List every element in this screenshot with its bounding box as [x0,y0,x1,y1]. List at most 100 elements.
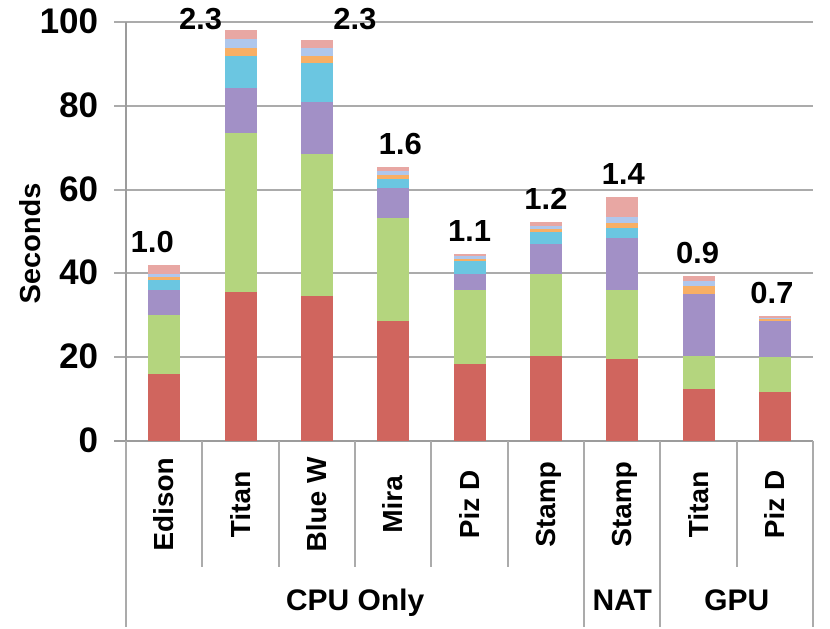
bar-segment-red [529,356,562,441]
group-label: NAT [592,584,652,617]
bar-value-label: 2.3 [333,1,377,36]
bar-segment-pink [529,222,562,226]
bar-segment-red [148,374,181,441]
bar-segment-purple [682,293,715,356]
x-axis-line [114,440,813,442]
category-label: Stamp [606,461,638,547]
bar-segment-periwinkle [148,273,181,277]
category-separator [277,441,280,567]
bar-segment-pink [300,39,333,48]
y-axis-tick-label: 0 [78,421,98,460]
category-separator [735,441,738,567]
bar-segment-green [300,154,333,297]
bar-segment-orange [377,174,410,180]
bar-segment-orange [453,258,486,262]
bar-segment-periwinkle [453,256,486,259]
bar-segment-periwinkle [300,47,333,56]
bar-segment-periwinkle [606,216,639,224]
bar-segment-pink [224,29,257,40]
bar-segment-green [224,133,257,293]
y-axis-tick-label: 40 [59,253,98,293]
category-separator [354,441,356,567]
category-separator [506,441,509,567]
bar-segment-green [377,218,410,321]
bar-value-label: 0.7 [750,275,794,311]
bar-value-label: 1.2 [524,181,568,217]
y-axis-tick-label: 100 [39,2,98,41]
bar-segment-red [300,296,333,441]
bar-segment-periwinkle [377,171,410,175]
bar-segment-pink [148,264,181,274]
bar-segment-cyan [453,261,486,274]
category-label: Titan [682,470,714,538]
group-separator [812,567,814,627]
category-label: Mira [377,475,409,533]
bar-value-label: 0.9 [675,235,720,271]
bar-value-label: 1.4 [601,155,645,191]
category-label: Piz D [453,469,485,539]
category-label: Blue W [300,456,332,552]
bar-segment-cyan [606,227,639,238]
bar-segment-orange [224,47,257,56]
bar-segment-pink [606,196,639,217]
bar-segment-purple [224,88,257,134]
bar-segment-red [682,389,715,441]
bar-segment-orange [529,228,562,233]
bar-segment-purple [758,320,791,357]
category-separator [430,441,433,567]
category-label: Edison [148,457,180,551]
bar-segment-purple [529,244,562,274]
bar-segment-periwinkle [529,225,562,229]
category-separator [201,441,204,567]
bar-segment-cyan [224,55,257,89]
group-label: GPU [704,584,770,617]
bar-segment-orange [682,285,715,294]
bar-segment-cyan [148,280,181,290]
bar-segment-red [758,391,791,441]
gridline [114,188,813,191]
bar-value-label: 1.6 [378,125,422,161]
bar-segment-pink [453,253,486,257]
category-separator [125,441,127,567]
bar-segment-green [529,273,562,357]
bar-segment-periwinkle [758,317,791,319]
y-axis-tick-label: 20 [59,337,98,377]
y-axis-tick-label: 80 [59,85,98,125]
bar-segment-red [453,363,486,441]
bar-segment-red [606,358,639,441]
bar-segment-periwinkle [224,39,257,48]
bar-segment-green [606,289,639,359]
bar-segment-red [377,320,410,441]
category-label: Piz D [758,469,790,539]
bar-segment-green [148,315,181,375]
y-axis-line [125,22,127,627]
category-separator [812,441,814,567]
group-separator [125,567,127,627]
bar-segment-purple [377,188,410,219]
bar-segment-purple [148,289,181,316]
bar-segment-pink [377,166,410,172]
group-separator [659,567,662,627]
y-axis-tick-label: 60 [59,169,98,209]
group-separator [583,567,585,627]
bar-segment-green [453,289,486,364]
bar-segment-cyan [300,63,333,102]
bar-segment-pink [758,316,791,318]
bar-segment-purple [300,101,333,155]
bar-segment-pink [682,276,715,281]
gridline [114,21,813,23]
bar-segment-purple [453,273,486,290]
bar-segment-cyan [377,179,410,189]
bar-segment-orange [606,223,639,228]
bar-segment-purple [606,237,639,290]
bar-value-label: 1.1 [447,212,492,248]
y-axis-title: Seconds [15,182,47,304]
bar-value-label: 2.3 [178,1,223,36]
bar-segment-orange [758,318,791,321]
bar-segment-cyan [529,232,562,245]
category-separator [583,441,585,567]
gridline [114,104,813,107]
bar-segment-red [224,292,257,441]
bar-segment-green [682,355,715,390]
